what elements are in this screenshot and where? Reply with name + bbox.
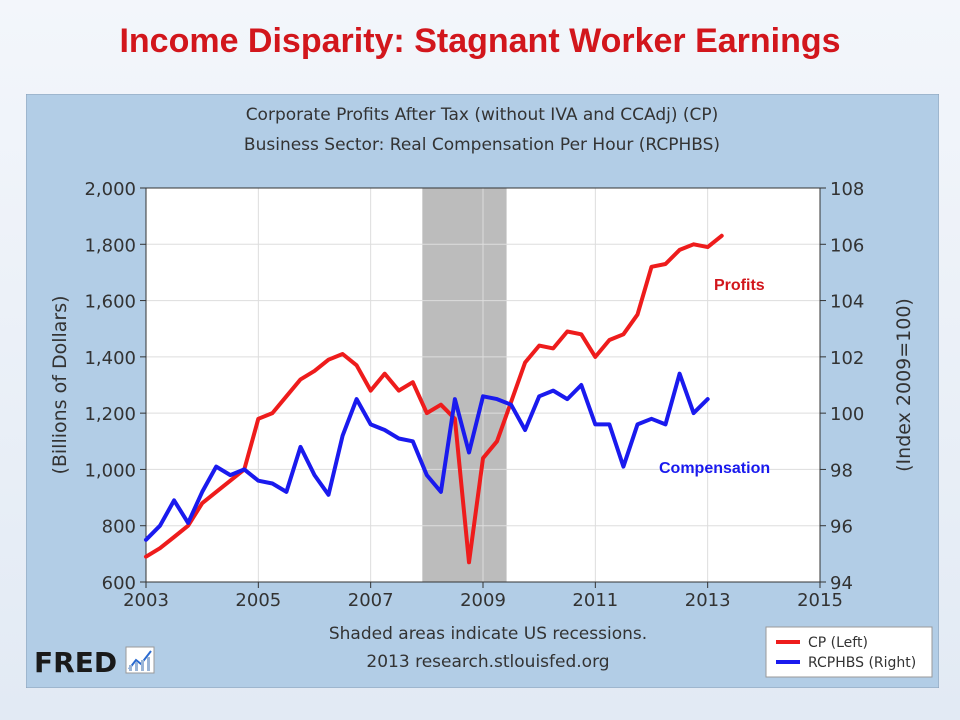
legend: CP (Left) RCPHBS (Right) — [765, 626, 933, 678]
footnote-line: 2013 research.stlouisfed.org — [366, 652, 609, 672]
x-axis-ticks: 2003 2005 2007 2009 2011 2013 2015 — [123, 582, 843, 611]
x-tick-label: 2007 — [348, 590, 394, 611]
x-tick-label: 2005 — [235, 590, 281, 611]
right-tick-label: 100 — [830, 404, 864, 425]
footnote-line: Shaded areas indicate US recessions. — [329, 624, 647, 644]
left-tick-label: 1,400 — [84, 348, 136, 369]
x-tick-label: 2015 — [797, 590, 843, 611]
right-tick-label: 102 — [830, 348, 864, 369]
left-tick-label: 800 — [102, 517, 136, 538]
right-tick-label: 106 — [830, 235, 864, 256]
legend-entry: CP (Left) — [808, 635, 868, 651]
fred-logo: FRED — [34, 646, 155, 679]
series-line — [144, 371, 710, 542]
fred-chart: Corporate Profits After Tax (without IVA… — [26, 94, 939, 688]
compensation-annotation: Compensation — [659, 460, 770, 477]
chart-title: Corporate Profits After Tax (without IVA… — [244, 105, 720, 155]
right-tick-label: 94 — [830, 573, 853, 594]
left-tick-label: 2,000 — [84, 179, 136, 200]
chart-icon — [125, 646, 155, 674]
legend-entry: RCPHBS (Right) — [808, 655, 916, 671]
left-tick-label: 1,200 — [84, 404, 136, 425]
left-tick-label: 1,600 — [84, 292, 136, 313]
right-tick-label: 96 — [830, 517, 853, 538]
x-tick-label: 2009 — [460, 590, 506, 611]
left-tick-label: 1,000 — [84, 460, 136, 481]
series-group — [144, 233, 724, 565]
x-tick-label: 2011 — [572, 590, 618, 611]
chart-title-line: Business Sector: Real Compensation Per H… — [244, 135, 720, 155]
fred-logo-text: FRED — [34, 646, 117, 679]
chart-title-line: Corporate Profits After Tax (without IVA… — [246, 105, 719, 125]
legend-box — [765, 626, 933, 678]
left-axis-ticks: 600 800 1,000 1,200 1,400 1,600 1,800 2,000 — [84, 179, 146, 594]
left-tick-label: 600 — [102, 573, 136, 594]
right-tick-label: 104 — [830, 292, 864, 313]
right-tick-label: 108 — [830, 179, 864, 200]
slide-title: Income Disparity: Stagnant Worker Earnin… — [119, 22, 841, 60]
left-tick-label: 1,800 — [84, 235, 136, 256]
left-axis-label: (Billions of Dollars) — [49, 295, 71, 474]
right-axis-label: (Index 2009=100) — [893, 298, 915, 472]
x-tick-label: 2013 — [685, 590, 731, 611]
x-tick-label: 2003 — [123, 590, 169, 611]
right-tick-label: 98 — [830, 460, 853, 481]
profits-annotation: Profits — [714, 277, 765, 294]
right-axis-ticks: 94 96 98 100 102 104 106 108 — [820, 179, 864, 594]
